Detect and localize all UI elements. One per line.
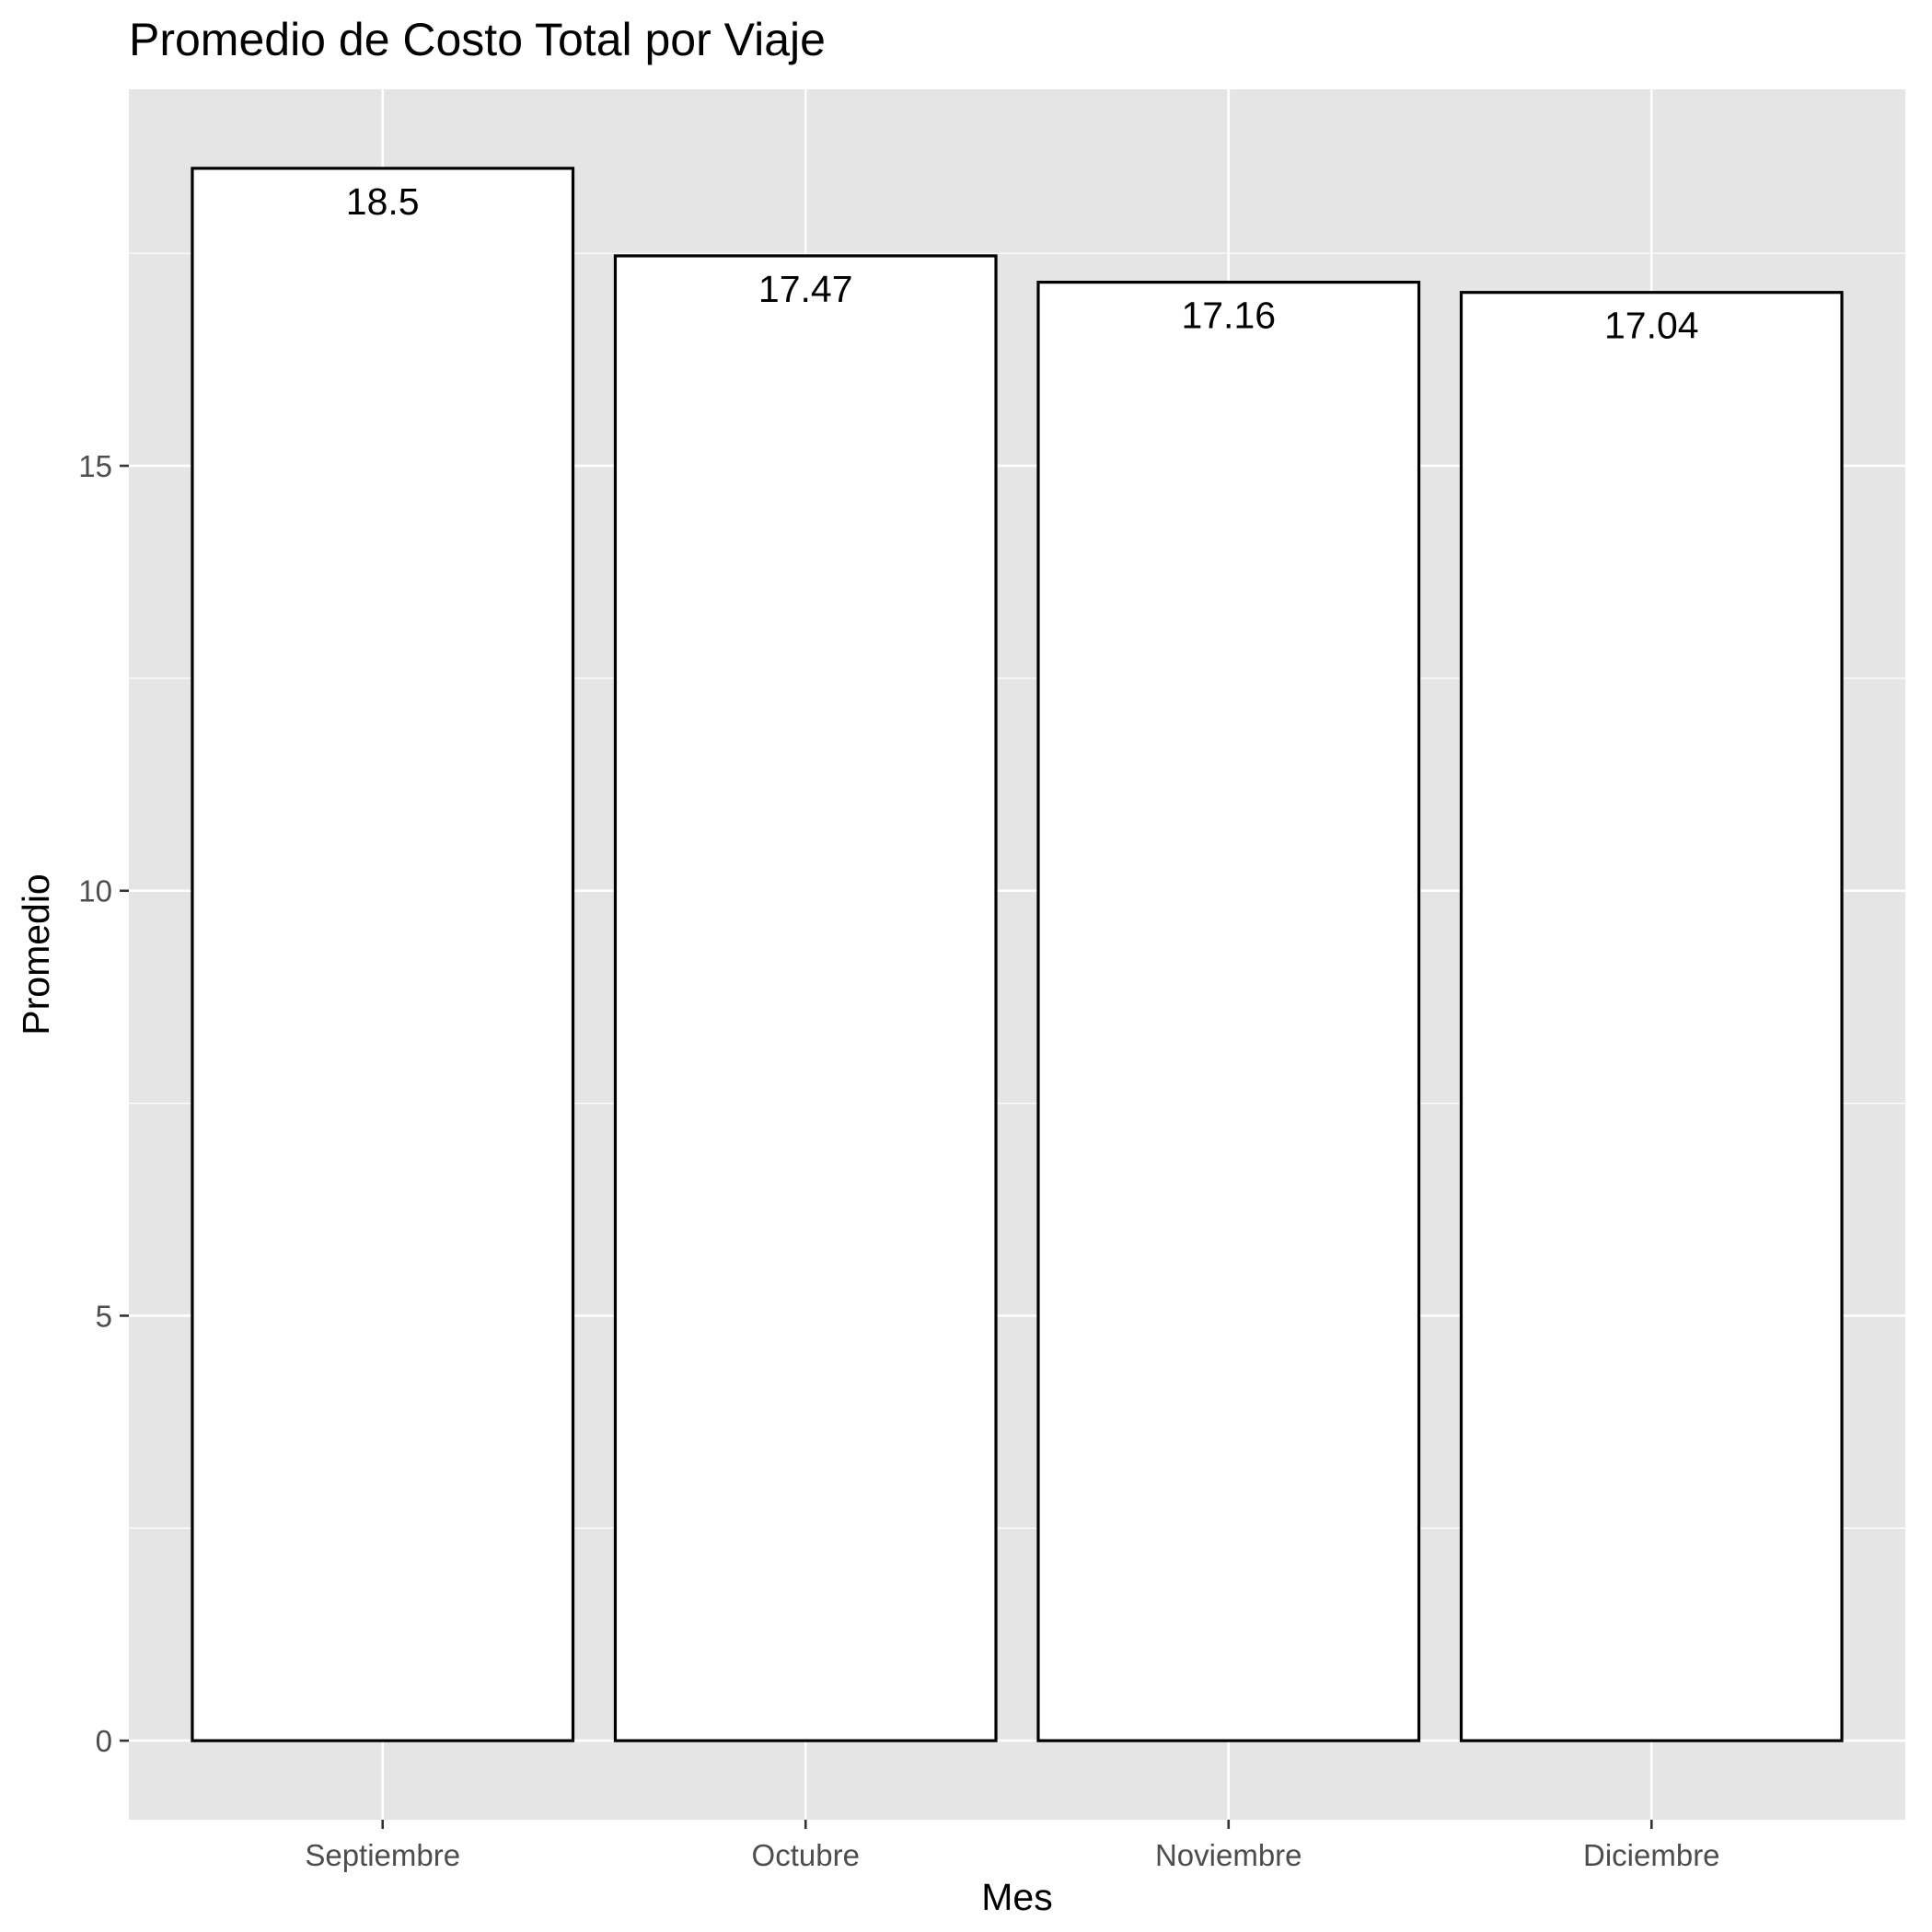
- x-axis-title: Mes: [981, 1876, 1052, 1918]
- bars-group: [191, 167, 1844, 1742]
- x-tick-label: Noviembre: [1155, 1838, 1302, 1872]
- y-axis-title: Promedio: [15, 873, 57, 1035]
- y-tick-label: 10: [78, 874, 112, 908]
- y-tick-label: 0: [96, 1724, 112, 1758]
- bar-data-label: 17.04: [1604, 305, 1699, 347]
- bar-data-label: 17.16: [1181, 295, 1276, 337]
- bar-data-label: 17.47: [758, 268, 853, 310]
- chart-title: Promedio de Costo Total por Viaje: [129, 14, 826, 65]
- y-tick-label: 15: [78, 449, 112, 483]
- bar-diciembre: [1459, 291, 1844, 1742]
- x-tick-label: Septiembre: [305, 1838, 460, 1872]
- bar-septiembre: [191, 167, 575, 1742]
- x-axis: Septiembre Octubre Noviembre Diciembre: [305, 1820, 1720, 1872]
- bar-noviembre: [1036, 281, 1421, 1742]
- bar-data-label: 18.5: [346, 180, 420, 223]
- y-tick-label: 5: [96, 1299, 112, 1333]
- bar-octubre: [613, 254, 998, 1742]
- x-tick-label: Diciembre: [1583, 1838, 1720, 1872]
- bar-labels-group: 18.5 17.47 17.16 17.04: [346, 180, 1699, 347]
- y-axis: 0 5 10 15: [78, 449, 129, 1758]
- x-tick-label: Octubre: [752, 1838, 860, 1872]
